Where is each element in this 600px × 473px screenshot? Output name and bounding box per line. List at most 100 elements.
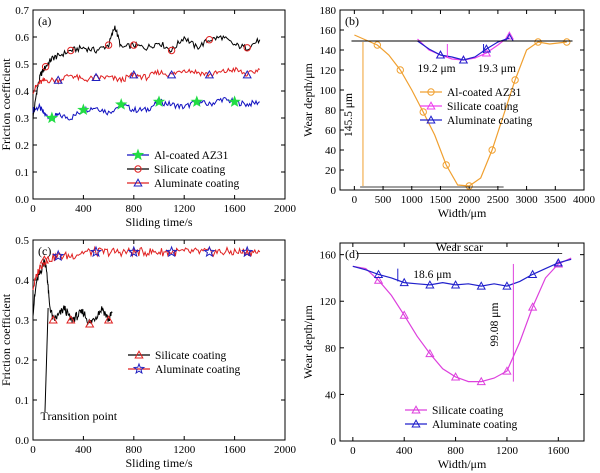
y-tick-label: 140 <box>320 45 337 57</box>
chart-panel-1: 0 500 1000 1500 2000 2500 3000 3500 4000 0 20 40 60 8… <box>301 5 596 220</box>
x-axis-label: Width/μm <box>438 206 487 220</box>
data-point <box>130 41 138 49</box>
data-point <box>241 245 254 258</box>
y-tick-label: 40 <box>325 145 337 157</box>
data-point <box>502 281 512 290</box>
data-point <box>66 315 76 324</box>
legend-label: Silicate coating <box>432 405 503 417</box>
data-point <box>442 161 450 169</box>
data-point <box>527 269 538 278</box>
data-point <box>165 245 178 258</box>
x-tick-label: 800 <box>126 444 143 456</box>
x-tick-label: 1600 <box>547 445 570 457</box>
data-point <box>534 38 542 46</box>
legend-marker <box>426 101 436 110</box>
x-tick-label: 1200 <box>173 444 196 456</box>
y-tick-label: 0.5 <box>15 235 29 247</box>
legend-label: Aluminate coating <box>447 115 533 127</box>
x-tick-label: 400 <box>75 203 92 215</box>
data-point <box>553 257 563 267</box>
data-point <box>67 46 75 55</box>
data-point <box>45 111 59 124</box>
x-tick-label: 2000 <box>274 444 297 456</box>
data-point <box>476 281 486 290</box>
y-tick-label: 0.6 <box>15 32 29 44</box>
legend-label: Aluminate coating <box>154 178 240 190</box>
x-tick-label: 0 <box>30 203 36 215</box>
y-tick-label: 180 <box>320 5 337 17</box>
x-tick-label: 2000 <box>458 194 481 206</box>
legend-marker <box>133 178 143 187</box>
y-tick-label: 0.4 <box>15 275 29 287</box>
x-tick-label: 1200 <box>496 445 519 457</box>
y-tick-label: 60 <box>325 125 337 137</box>
x-tick-label: 1000 <box>401 194 424 206</box>
data-point <box>115 98 128 110</box>
aluminate-depth-label: 18.6 μm <box>413 269 451 281</box>
y-axis-label: Wear depth/μm <box>301 304 315 378</box>
data-point <box>511 76 519 84</box>
y-tick-label: 80 <box>325 343 337 355</box>
data-point <box>41 62 50 71</box>
series-line-0 <box>32 96 260 122</box>
x-tick-label: 0 <box>30 444 36 456</box>
y-tick-label: 160 <box>320 25 337 37</box>
series-line-0 <box>354 34 567 187</box>
data-point <box>481 44 492 53</box>
data-point <box>52 249 65 262</box>
series-line-1 <box>32 245 261 291</box>
data-point <box>396 66 404 74</box>
transition-label: Transition point <box>41 409 118 423</box>
data-point <box>425 348 435 358</box>
depth-annotation: 145.5 μm <box>343 93 355 137</box>
legend-marker <box>131 148 145 161</box>
legend-label: Silicate coating <box>155 350 226 362</box>
legend-marker <box>411 419 421 428</box>
data-point <box>488 146 496 154</box>
chart-panel-3: 0 400 800 1200 1600 0 40 80 120 160 Width/μm Wear d… <box>301 240 585 471</box>
legend-label: Silicate coating <box>447 101 518 113</box>
data-point <box>127 245 140 258</box>
legend-label: Aluminate coating <box>155 364 241 376</box>
x-tick-label: 0 <box>352 194 358 206</box>
data-point <box>167 46 176 55</box>
panel-label: (b) <box>345 14 359 28</box>
series-line-2 <box>32 66 261 95</box>
data-point <box>458 55 469 64</box>
y-axis-label: Friction coefficient <box>0 58 13 151</box>
data-point <box>243 44 251 52</box>
y-tick-label: 0.0 <box>15 194 29 206</box>
data-point <box>502 366 512 375</box>
y-tick-label: 0 <box>331 185 337 197</box>
legend-marker <box>411 405 421 414</box>
x-axis-label: Width/μm <box>438 457 487 471</box>
x-tick-label: 400 <box>396 445 413 457</box>
y-tick-label: 120 <box>320 296 337 308</box>
silicate-depth-label: 99.08 μm <box>489 303 501 347</box>
legend-marker <box>132 362 146 375</box>
data-point <box>373 275 384 284</box>
y-tick-label: 0.1 <box>15 167 29 179</box>
x-axis-label: Sliding time/s <box>125 456 192 470</box>
data-point <box>527 302 538 311</box>
y-tick-label: 120 <box>320 65 337 77</box>
y-tick-label: 0.2 <box>15 140 29 152</box>
y-tick-label: 0.7 <box>15 5 29 17</box>
plot-frame <box>32 9 286 200</box>
data-point <box>563 38 571 46</box>
series-line-0 <box>32 258 113 326</box>
plot-frame <box>32 239 286 441</box>
y-tick-label: 0.5 <box>15 59 29 71</box>
x-tick-label: 800 <box>447 445 464 457</box>
x-tick-label: 3000 <box>516 194 539 206</box>
transition-arrow <box>44 307 49 413</box>
y-tick-label: 0.3 <box>15 113 29 125</box>
data-point <box>481 48 492 57</box>
x-tick-label: 1500 <box>429 194 452 206</box>
data-point <box>190 95 203 107</box>
panel-label: (c) <box>38 244 51 258</box>
x-tick-label: 2500 <box>487 194 510 206</box>
data-point <box>204 69 215 79</box>
data-point <box>476 376 486 386</box>
